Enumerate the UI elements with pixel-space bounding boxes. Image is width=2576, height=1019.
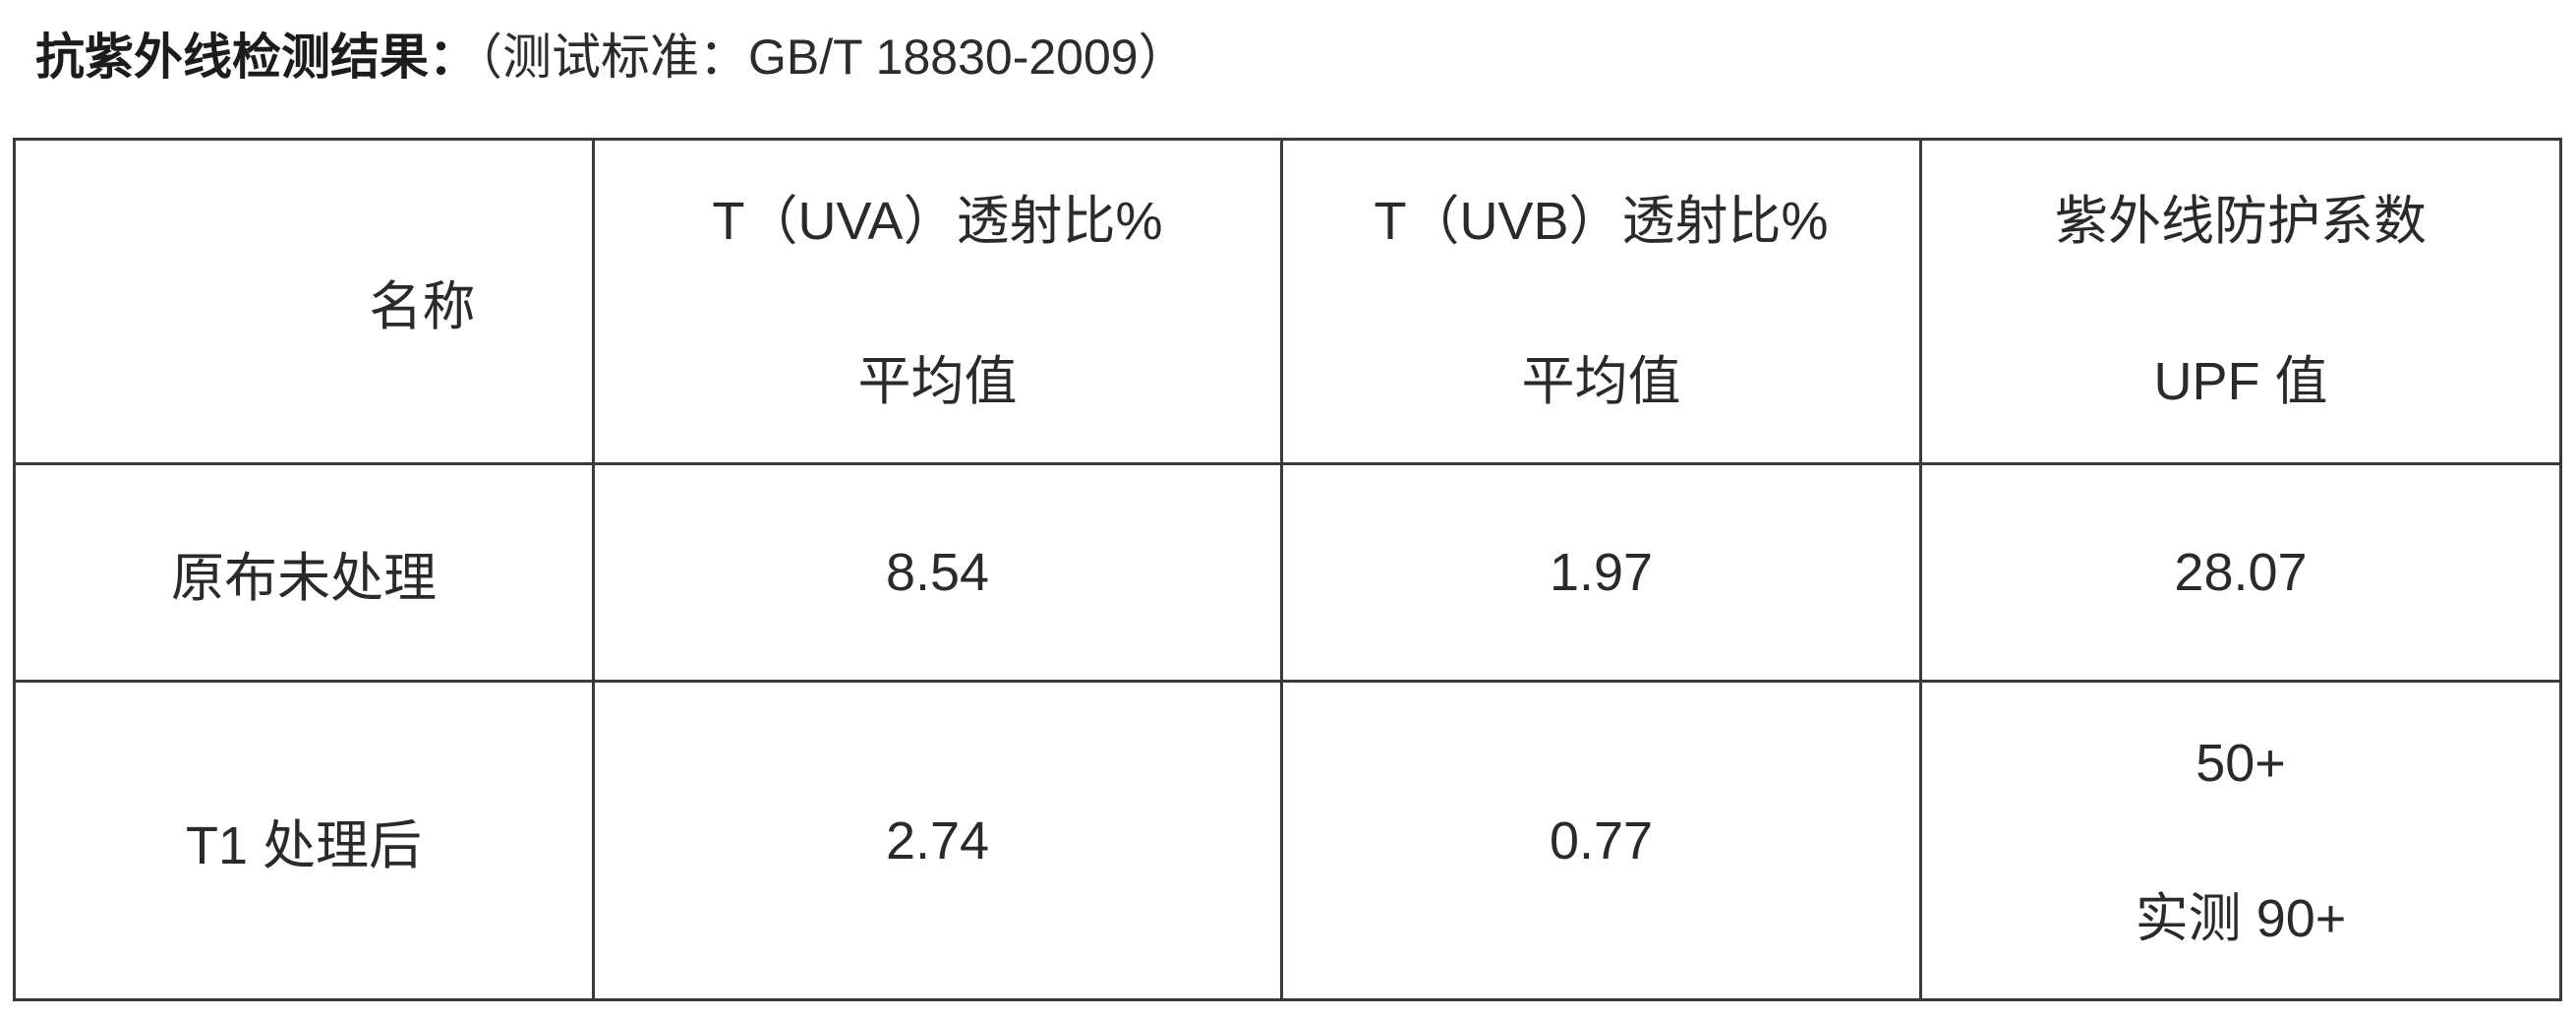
- row-uva-cell: 2.74: [592, 680, 1283, 1001]
- row-upf-cell: 28.07: [1919, 462, 2562, 683]
- header-uva-line2: 平均值: [857, 351, 1018, 411]
- header-uvb-line2: 平均值: [1521, 351, 1681, 411]
- title-main: 抗紫外线检测结果：: [35, 30, 478, 85]
- table-row: 原布未处理 8.54 1.97 28.07: [13, 462, 2562, 683]
- row-uva-cell: 8.54: [592, 462, 1283, 683]
- row-uvb-cell: 0.77: [1280, 680, 1922, 1001]
- header-uva: T（UVA）透射比% 平均值: [592, 138, 1283, 465]
- row-upf-line1: 50+: [2195, 733, 2286, 793]
- header-uvb: T（UVB）透射比% 平均值: [1280, 138, 1922, 465]
- row-uvb-cell: 1.97: [1280, 462, 1922, 683]
- row-name-cell: 原布未处理: [13, 462, 595, 683]
- uv-results-table: 名称 T（UVA）透射比% 平均值 T（UVB）透射比% 平均值 紫外线防护系数…: [13, 138, 2562, 1001]
- header-name: 名称: [13, 138, 595, 465]
- header-uva-line1: T（UVA）透射比%: [712, 191, 1163, 251]
- row-upf-line2: 实测 90+: [2135, 888, 2347, 948]
- header-upf-line2: UPF 值: [2153, 351, 2328, 411]
- header-upf-line1: 紫外线防护系数: [2055, 191, 2427, 251]
- header-uvb-line1: T（UVB）透射比%: [1374, 191, 1829, 251]
- row-name-cell: T1 处理后: [13, 680, 595, 1001]
- header-upf: 紫外线防护系数 UPF 值: [1919, 138, 2562, 465]
- title-standard: （测试标准：GB/T 18830-2009）: [478, 30, 1188, 85]
- row-upf-cell: 50+ 实测 90+: [1919, 680, 2562, 1001]
- table-row: T1 处理后 2.74 0.77 50+ 实测 90+: [13, 680, 2562, 1001]
- table-header-row: 名称 T（UVA）透射比% 平均值 T（UVB）透射比% 平均值 紫外线防护系数…: [13, 138, 2562, 465]
- page-title: 抗紫外线检测结果：（测试标准：GB/T 18830-2009）: [35, 22, 1188, 92]
